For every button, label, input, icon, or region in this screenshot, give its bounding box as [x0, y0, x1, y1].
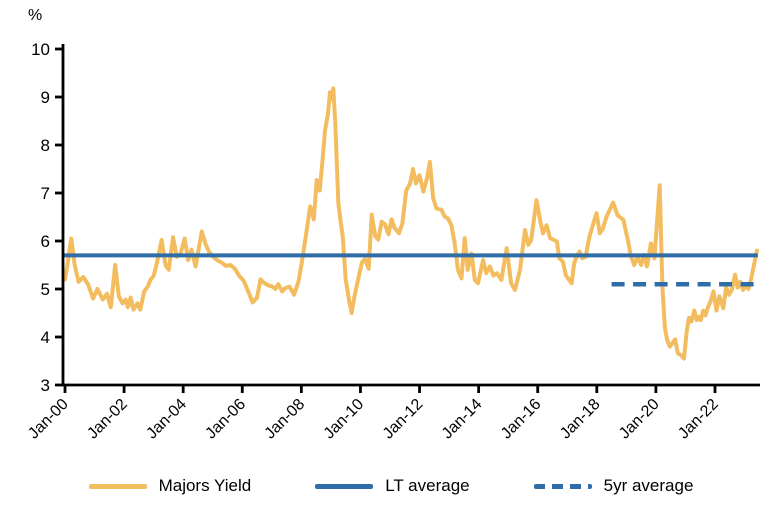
y-axis-ticks: 10 9 8 7 6 5 4 3: [31, 40, 63, 395]
x-tick-label: Jan-08: [262, 396, 309, 443]
legend-item-lt-average: LT average: [315, 476, 470, 496]
lt-average-line-swatch: [315, 483, 374, 489]
axes: [61, 44, 760, 387]
5yr-average-line-swatch: [533, 483, 592, 489]
legend-label-lt-average: LT average: [385, 476, 470, 495]
x-tick-label: Jan-06: [202, 396, 249, 443]
y-tick-label: 5: [41, 280, 50, 299]
majors-yield-line-swatch: [88, 483, 147, 489]
x-tick-label: Jan-00: [25, 396, 72, 443]
y-tick-label: 10: [31, 40, 50, 59]
x-tick-label: Jan-12: [380, 396, 427, 443]
x-tick-label: Jan-16: [498, 396, 545, 443]
y-tick-label: 3: [41, 376, 50, 395]
legend-label-majors-yield: Majors Yield: [158, 476, 252, 495]
y-tick-label: 6: [41, 232, 50, 251]
y-tick-label: 9: [41, 88, 50, 107]
legend-label-5yr-average: 5yr average: [603, 476, 694, 495]
y-axis-unit-label: %: [28, 7, 42, 24]
x-tick-label: Jan-04: [143, 396, 190, 443]
y-tick-label: 8: [41, 136, 50, 155]
y-tick-label: 7: [41, 184, 50, 203]
x-tick-label: Jan-20: [616, 396, 663, 443]
chart-legend: Majors Yield LT average 5yr average: [0, 476, 782, 496]
x-tick-label: Jan-18: [557, 396, 604, 443]
y-tick-label: 4: [41, 328, 50, 347]
x-tick-label: Jan-22: [675, 396, 722, 443]
x-tick-label: Jan-10: [321, 396, 368, 443]
legend-item-majors-yield: Majors Yield: [88, 476, 252, 496]
legend-item-5yr-average: 5yr average: [533, 476, 694, 496]
x-axis-ticks: Jan-00 Jan-02 Jan-04 Jan-06 Jan-08 Jan-10 Jan-…: [25, 385, 722, 442]
majors-yield-line: [63, 86, 759, 361]
x-tick-label: Jan-02: [84, 396, 131, 443]
x-tick-label: Jan-14: [439, 396, 486, 443]
